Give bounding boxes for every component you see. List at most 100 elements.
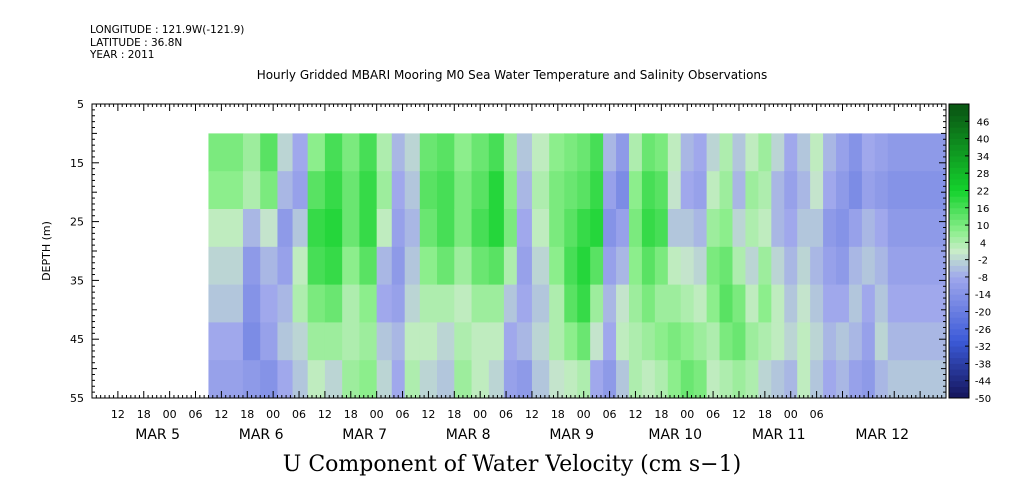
heat-cell	[307, 171, 326, 210]
colorbar-swatch	[949, 334, 969, 341]
heat-cell	[516, 209, 533, 248]
heat-cell	[680, 246, 695, 286]
heat-cell	[667, 360, 682, 399]
x-axis-title: U Component of Water Velocity (cm s−1)	[282, 452, 742, 477]
heat-cell	[307, 322, 326, 361]
heat-cell	[719, 171, 734, 210]
heat-cell	[549, 133, 565, 172]
heat-cell	[376, 133, 393, 172]
heat-cell	[277, 284, 294, 323]
heat-cell	[823, 209, 837, 248]
heat-cell	[549, 246, 565, 286]
heat-cell	[719, 133, 734, 172]
colorbar-swatch	[949, 242, 969, 249]
colorbar-swatch	[949, 196, 969, 203]
x-hour-label: 00	[577, 408, 591, 421]
y-axis-label: DEPTH (m)	[40, 221, 53, 281]
heat-cell	[797, 284, 811, 323]
heat-cell	[404, 133, 421, 172]
heat-cell	[706, 171, 721, 210]
heat-cell	[641, 322, 656, 361]
heat-cell	[437, 284, 455, 323]
heat-cell	[784, 171, 798, 210]
heat-cell	[503, 284, 518, 323]
heat-cell	[680, 133, 695, 172]
heat-cell	[404, 284, 421, 323]
heat-cell	[342, 209, 361, 248]
heat-cell	[590, 171, 604, 210]
heat-cell	[208, 360, 244, 399]
x-hour-label: 06	[189, 408, 203, 421]
heat-cell	[376, 209, 393, 248]
heat-cell	[590, 284, 604, 323]
heat-cell	[654, 171, 669, 210]
heat-cell	[810, 360, 824, 399]
heat-cell	[277, 360, 294, 399]
heat-cell	[277, 246, 294, 286]
heat-cell	[488, 284, 505, 323]
latitude-text: LATITUDE : 36.8N	[90, 36, 183, 49]
colorbar-swatch	[949, 276, 969, 284]
heat-cell	[471, 322, 490, 361]
heat-cell	[324, 133, 343, 172]
heat-cell	[848, 209, 863, 248]
heat-cell	[359, 360, 378, 399]
x-day-label: MAR 10	[648, 427, 702, 443]
heat-cell	[603, 284, 617, 323]
colorbar-swatch	[949, 282, 969, 289]
x-hour-label: 06	[396, 408, 410, 421]
colorbar-label: -26	[975, 325, 991, 336]
heat-cell	[404, 322, 421, 361]
heat-cell	[719, 360, 734, 399]
heat-cell	[292, 171, 309, 210]
heat-cell	[419, 322, 438, 361]
colorbar-swatch	[949, 363, 969, 370]
heat-cell	[342, 322, 361, 361]
heat-cell	[823, 133, 837, 172]
header-info: LONGITUDE : 121.9W(-121.9) LATITUDE : 36…	[90, 24, 244, 62]
colorbar-label: -14	[975, 290, 991, 301]
heat-cell	[848, 360, 863, 399]
heat-cell	[564, 322, 578, 361]
heat-cell	[549, 171, 565, 210]
heat-cell	[488, 246, 505, 286]
heat-cell	[810, 284, 824, 323]
colorbar-swatch	[949, 132, 969, 140]
heat-cell	[577, 209, 591, 248]
colorbar-label: 46	[977, 117, 990, 128]
x-hour-label: 06	[499, 408, 513, 421]
x-hour-label: 12	[214, 408, 228, 421]
heat-cell	[391, 284, 406, 323]
colorbar-swatch	[949, 300, 969, 307]
x-hour-label: 18	[447, 408, 461, 421]
colorbar-swatch	[949, 317, 969, 324]
heat-cell	[342, 246, 361, 286]
heat-cell	[549, 284, 565, 323]
x-day-label: MAR 7	[342, 427, 387, 443]
heat-cell	[887, 209, 947, 248]
heat-cell	[784, 246, 798, 286]
heat-cell	[706, 284, 721, 323]
longitude-text: LONGITUDE : 121.9W(-121.9)	[90, 24, 245, 36]
heat-cell	[208, 322, 244, 361]
heat-cell	[719, 322, 734, 361]
heat-cell	[810, 246, 824, 286]
heat-cell	[516, 133, 533, 172]
x-day-label: MAR 6	[239, 427, 284, 443]
heat-cell	[771, 209, 785, 248]
heat-cell	[419, 209, 438, 248]
heat-cell	[324, 171, 343, 210]
heat-cell	[359, 209, 378, 248]
heat-cell	[771, 360, 785, 399]
x-hour-label: 00	[680, 408, 694, 421]
heat-cell	[242, 133, 261, 172]
heat-cell	[719, 246, 734, 286]
colorbar-swatch	[949, 207, 969, 215]
heat-cell	[242, 209, 261, 248]
heat-cell	[391, 171, 406, 210]
x-hour-label: 18	[344, 408, 358, 421]
heat-cell	[277, 322, 294, 361]
colorbar-swatch	[949, 294, 969, 301]
heat-cell	[628, 209, 643, 248]
heat-cell	[784, 360, 798, 399]
